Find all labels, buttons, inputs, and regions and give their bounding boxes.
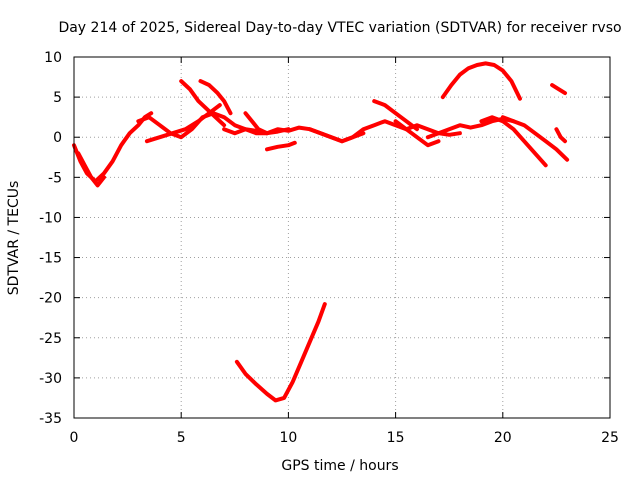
series-arc-11 <box>372 99 419 132</box>
series-arc-10 <box>307 119 462 144</box>
series-arc-5 <box>179 79 227 128</box>
y-tick-label: -20 <box>39 291 62 307</box>
series-layer <box>72 61 570 403</box>
x-tick-label: 5 <box>177 430 186 446</box>
series-arc-6 <box>198 79 233 116</box>
y-tick-label: -10 <box>39 210 62 226</box>
series-arc-8 <box>243 111 269 136</box>
y-tick-labels: 10 5 0 -5 -10 -15 -20 -25 -30 -35 <box>39 50 62 427</box>
y-tick-label: 0 <box>53 130 62 146</box>
x-tick-label: 10 <box>279 430 297 446</box>
series-arc-14 <box>440 61 522 101</box>
y-tick-label: -5 <box>48 170 62 186</box>
tick-layer <box>73 56 611 419</box>
x-tick-label: 0 <box>70 430 79 446</box>
y-tick-label: -30 <box>39 371 62 387</box>
chart-title: Day 214 of 2025, Sidereal Day-to-day VTE… <box>58 20 621 36</box>
y-tick-label: 5 <box>53 90 62 106</box>
y-tick-label: -25 <box>39 331 62 347</box>
series-arc-17 <box>550 83 567 96</box>
series-arc-15 <box>479 115 548 168</box>
y-tick-label: -35 <box>39 411 62 427</box>
x-tick-labels: 0 5 10 15 20 25 <box>70 430 619 446</box>
x-tick-label: 25 <box>601 430 619 446</box>
x-tick-label: 15 <box>387 430 405 446</box>
series-arc-9 <box>265 140 297 152</box>
y-tick-label: -15 <box>39 251 62 267</box>
series-arc-12 <box>393 119 441 148</box>
plot-frame <box>73 56 611 419</box>
grid-layer <box>74 57 610 418</box>
series-arc-16 <box>500 115 570 162</box>
series-arc-19 <box>234 302 327 403</box>
y-axis-title: SDTVAR / TECUs <box>6 181 22 296</box>
x-tick-label: 20 <box>494 430 512 446</box>
series-arc-18 <box>554 127 567 144</box>
series-arc-2 <box>76 151 106 188</box>
x-axis-title: GPS time / hours <box>281 458 398 474</box>
y-tick-label: 10 <box>44 50 62 66</box>
